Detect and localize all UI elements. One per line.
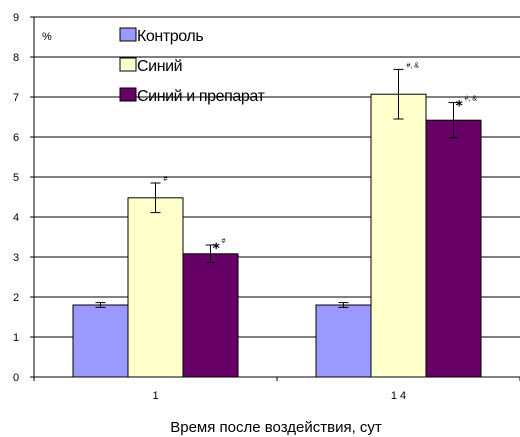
- bar-2-0: [182, 253, 239, 378]
- y-tick-labels: 0 1 2 3 4 5 6 7 8 9: [13, 12, 19, 384]
- axes: [30, 16, 520, 381]
- y-tick-label-6: 6: [13, 132, 19, 144]
- annotation-1-1: #, &: [407, 62, 420, 69]
- bars: [72, 93, 482, 378]
- bar-0-1: [315, 304, 372, 378]
- x-tick-label-0: 1: [152, 390, 158, 402]
- star-2-1: *: [456, 99, 464, 115]
- legend-swatch-0: [119, 27, 137, 42]
- legend-label-1: Синий: [137, 58, 182, 75]
- y-tick-label-7: 7: [13, 92, 19, 104]
- bar-2-1: [425, 119, 482, 378]
- annotation-1-0: #: [164, 176, 168, 183]
- annotation-2-1: #, &: [465, 96, 478, 103]
- bar-0-0: [72, 304, 129, 378]
- y-tick-label-5: 5: [13, 172, 19, 184]
- legend: Контроль Синий Синий и препарат: [119, 27, 266, 105]
- legend-swatch-2: [119, 87, 137, 102]
- bar-1-1: [370, 93, 427, 378]
- legend-label-0: Контроль: [137, 28, 203, 45]
- gridlines: [34, 16, 520, 338]
- y-axis-unit: %: [42, 31, 52, 43]
- y-tick-label-4: 4: [13, 212, 19, 224]
- y-tick-label-3: 3: [13, 252, 19, 264]
- star-2-0: *: [213, 241, 221, 257]
- annotations: #* ##, &* #, &: [164, 62, 478, 257]
- legend-label-2: Синий и препарат: [137, 88, 266, 105]
- y-tick-label-2: 2: [13, 292, 19, 304]
- legend-swatch-1: [119, 57, 137, 72]
- y-tick-label-9: 9: [13, 12, 19, 24]
- annotation-2-0: #: [222, 238, 226, 245]
- x-tick-labels: 1 1 4: [152, 390, 406, 402]
- y-tick-label-0: 0: [13, 372, 19, 384]
- x-axis-title: Время после воздействия, сут: [170, 419, 382, 436]
- y-tick-label-8: 8: [13, 52, 19, 64]
- x-tick-label-1: 1 4: [391, 390, 406, 402]
- bar-1-0: [127, 197, 184, 378]
- error-bars: [95, 68, 459, 308]
- y-tick-label-1: 1: [13, 332, 19, 344]
